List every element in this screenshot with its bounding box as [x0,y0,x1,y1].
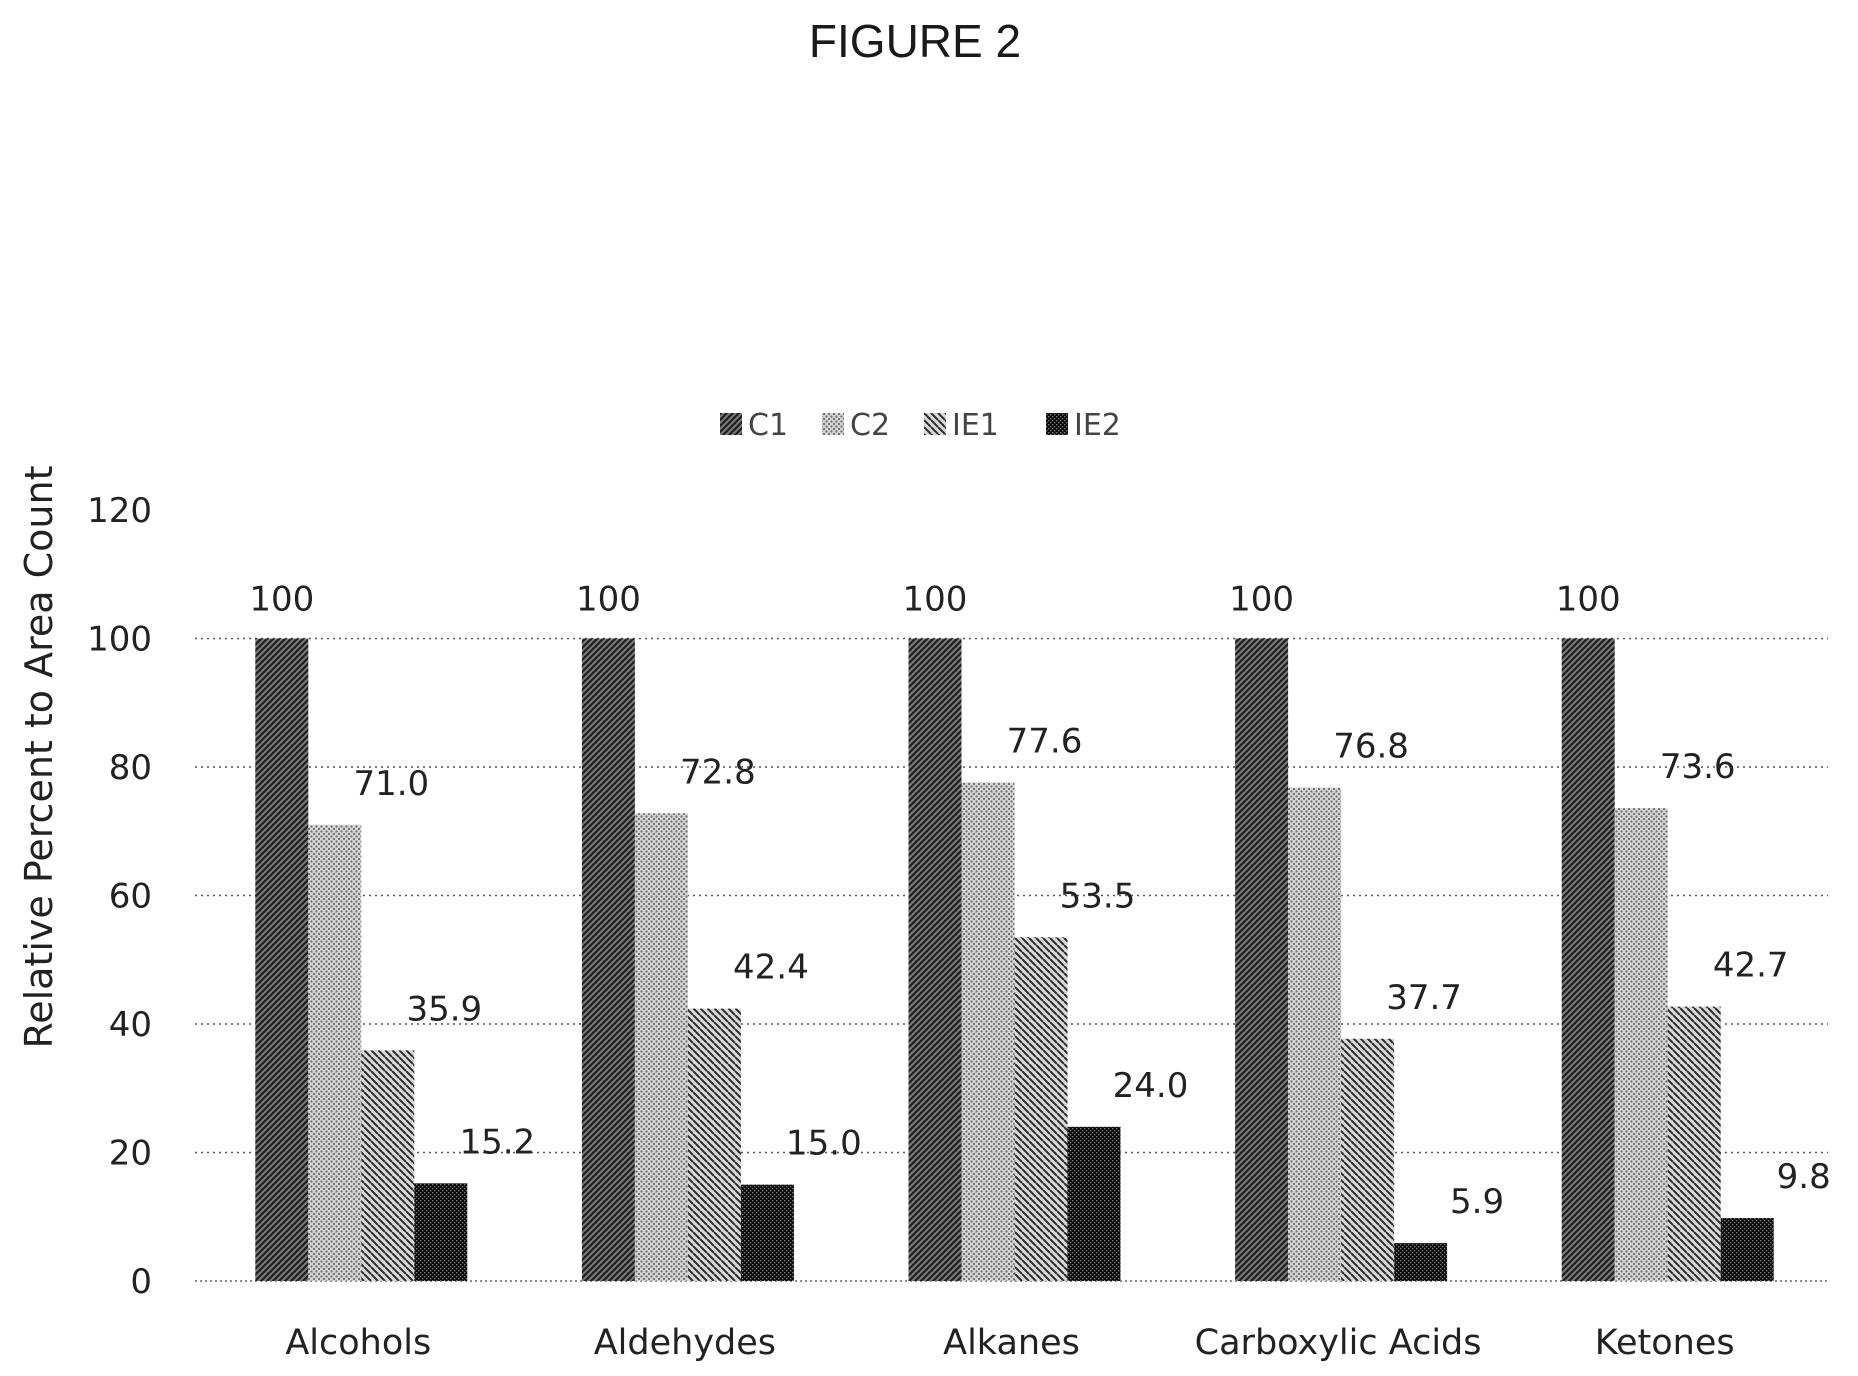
data-label: 100 [903,580,968,620]
y-tick-label: 20 [109,1134,152,1174]
y-tick-label: 0 [130,1262,152,1302]
data-label: 76.8 [1333,727,1409,767]
data-label: 15.0 [786,1124,862,1164]
x-tick-label: Aldehydes [594,1323,776,1363]
y-tick-label: 60 [109,877,152,917]
data-label: 100 [249,580,314,620]
bar-c1-alkanes [908,638,962,1281]
bar-ie2-aldehydes [740,1184,794,1281]
figure-label: FIGURE 2 [808,15,1022,67]
bar-ie1-ketones [1667,1006,1721,1281]
legend-swatch-ie1 [924,413,946,435]
x-tick-label: Alkanes [943,1323,1080,1363]
data-label: 35.9 [406,989,482,1029]
y-tick-label: 120 [87,491,152,531]
y-tick-label: 100 [87,620,152,660]
data-label: 72.8 [680,752,756,792]
bar-ie2-carboxylic-acids [1394,1243,1448,1281]
bar-c2-alcohols [308,824,362,1281]
bar-c2-ketones [1614,808,1668,1281]
bar-ie2-ketones [1720,1218,1774,1281]
legend-label-ie1: IE1 [952,408,999,443]
x-tick-label: Alcohols [285,1323,431,1363]
bar-c2-alkanes [961,782,1015,1281]
legend-label-c1: C1 [748,408,788,443]
legend: C1 C2 IE1 IE2 [720,408,1121,443]
x-tick-label: Ketones [1595,1323,1735,1363]
data-label: 100 [1556,580,1621,620]
legend-swatch-c2 [822,413,844,435]
bar-ie1-alkanes [1014,937,1068,1281]
bar-c2-aldehydes [634,813,688,1281]
data-label: 37.7 [1386,978,1462,1018]
x-axis: Alcohols Aldehydes Alkanes Carboxylic Acids… [285,1323,1734,1363]
data-label: 73.6 [1660,747,1736,787]
data-label: 100 [576,580,641,620]
y-tick-label: 40 [109,1005,152,1045]
bar-ie1-aldehydes [687,1008,741,1281]
y-tick-label: 80 [109,748,152,788]
bar-c1-carboxylic-acids [1235,638,1289,1281]
legend-swatch-c1 [720,413,742,435]
bar-ie2-alkanes [1067,1126,1121,1281]
data-label: 42.7 [1713,946,1789,986]
data-label: 9.8 [1777,1157,1831,1197]
data-label: 24.0 [1113,1066,1189,1106]
data-label: 71.0 [353,764,429,804]
x-tick-label: Carboxylic Acids [1195,1323,1482,1363]
data-label: 100 [1229,580,1294,620]
legend-label-ie2: IE2 [1074,408,1121,443]
bar-c1-alcohols [255,638,309,1281]
bars [255,638,1774,1281]
y-axis-title: Relative Percent to Area Count [17,466,61,1049]
bar-c1-aldehydes [581,638,635,1281]
legend-swatch-ie2 [1046,413,1068,435]
bar-ie1-carboxylic-acids [1341,1038,1395,1281]
legend-label-c2: C2 [850,408,890,443]
bar-ie2-alcohols [414,1183,468,1281]
data-label: 53.5 [1060,876,1136,916]
data-label: 77.6 [1007,721,1083,761]
bar-ie1-alcohols [361,1050,415,1281]
bar-c2-carboxylic-acids [1288,787,1342,1281]
data-labels: 100 71.0 35.9 15.2 100 72.8 42.4 15.0 100 77.6 53.… [249,580,1830,1223]
data-label: 42.4 [733,948,809,988]
data-label: 5.9 [1450,1182,1504,1222]
bar-c1-ketones [1561,638,1615,1281]
data-label: 15.2 [459,1122,535,1162]
